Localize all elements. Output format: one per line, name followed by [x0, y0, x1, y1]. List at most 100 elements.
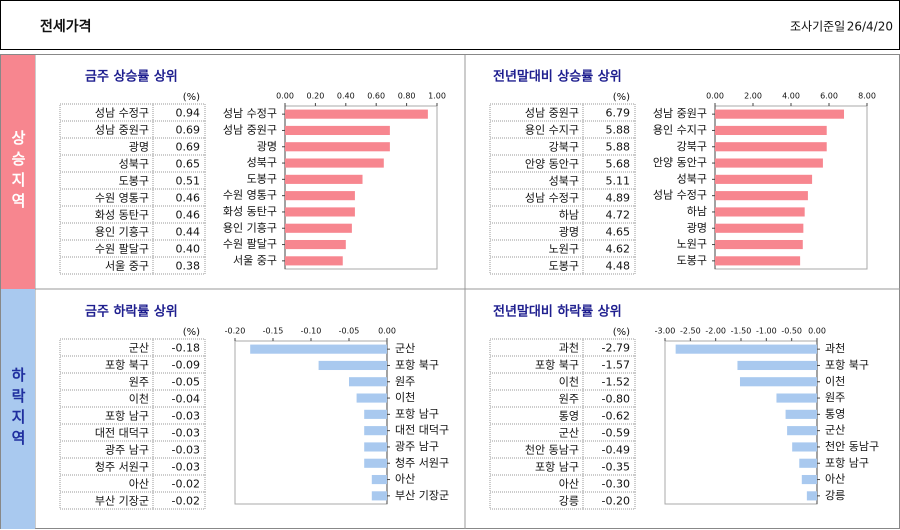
table-name: 군산: [129, 342, 149, 355]
category-label: 성북구: [677, 172, 707, 185]
table-name: 광명: [559, 226, 579, 239]
bar: [285, 142, 390, 152]
bar: [285, 191, 355, 201]
table-value: -0.03: [172, 444, 200, 457]
category-label: 청주 서원구: [395, 456, 449, 469]
table-name: 광명: [129, 141, 149, 154]
category-label: 광명: [257, 140, 277, 153]
table-name: 이천: [129, 392, 149, 406]
table-name: 청주 서원구: [95, 461, 149, 474]
bar: [318, 360, 387, 371]
table-cell: [59, 256, 154, 275]
bar: [285, 109, 428, 119]
section-strip: [1, 55, 35, 289]
x-tick-label: 0.60: [367, 92, 385, 101]
table-value: -0.03: [172, 410, 200, 423]
bar: [785, 409, 817, 419]
x-tick-label: -0.20: [225, 327, 246, 336]
table-value: -0.18: [172, 342, 200, 355]
section-label: 상승지역: [9, 130, 27, 214]
category-label: 포항 북구: [395, 358, 439, 371]
table-value: 0.69: [176, 124, 201, 137]
table-name: 포항 북구: [105, 359, 149, 372]
table-value: 5.88: [606, 141, 631, 154]
bar: [285, 223, 352, 233]
table-cell: [582, 491, 636, 510]
table-value: -0.05: [172, 376, 200, 389]
x-tick-label: -3.00: [655, 327, 676, 336]
x-tick-label: -1.50: [731, 327, 752, 336]
x-tick-label: -2.50: [680, 327, 701, 336]
category-label: 광명: [687, 221, 707, 234]
bar: [285, 174, 363, 184]
bar: [349, 377, 387, 387]
x-tick-label: 0.00: [808, 327, 826, 336]
table-value: -1.52: [602, 376, 630, 389]
category-label: 성남 수정구: [223, 107, 277, 120]
table-cell: [582, 256, 636, 275]
table-name: 포항 북구: [535, 359, 579, 372]
table-value: 0.69: [176, 141, 201, 154]
table-name: 하남: [559, 208, 579, 222]
table-value: 0.65: [176, 158, 201, 171]
category-label: 용인 수지구: [653, 123, 707, 136]
x-tick-label: -0.05: [339, 327, 360, 336]
category-label: 대전 대덕구: [395, 424, 449, 437]
table-cell: [152, 491, 206, 510]
table-cell: [59, 491, 154, 510]
category-label: 화성 동탄구: [223, 205, 277, 218]
table-value: -0.02: [172, 478, 200, 491]
category-label: 과천: [825, 341, 845, 355]
table-value: 0.44: [176, 226, 201, 239]
table-value: -0.03: [172, 427, 200, 440]
table-name: 성남 중원구: [95, 124, 149, 137]
bar: [715, 109, 845, 119]
table-name: 성남 수정구: [95, 107, 149, 120]
bar: [715, 256, 801, 266]
table-cell: [152, 256, 206, 275]
category-label: 포항 남구: [395, 407, 439, 420]
table-name: 화성 동탄구: [95, 209, 149, 222]
section-label: 하락지역: [9, 367, 27, 451]
bar: [371, 474, 387, 485]
category-label: 도봉구: [247, 172, 277, 185]
table-name: 용인 기흥구: [95, 225, 149, 239]
table-value: 4.72: [606, 209, 631, 222]
unit: (%): [183, 327, 200, 338]
table-name: 원주: [129, 376, 149, 389]
category-label: 이천: [395, 390, 415, 404]
date: 26/4/20: [847, 20, 893, 34]
bar: [715, 223, 804, 233]
panel-title: 전년말대비 하락률 상위: [493, 304, 622, 320]
bar: [715, 142, 827, 152]
bar: [739, 377, 817, 387]
table-name: 성남 수정구: [525, 192, 579, 205]
category-label: 원주: [395, 375, 415, 388]
bar: [285, 125, 390, 136]
category-label: 군산: [825, 424, 845, 437]
table-value: 4.89: [606, 192, 631, 205]
table-name: 아산: [129, 478, 149, 491]
table-value: -0.09: [172, 359, 200, 372]
panel-title: 전년말대비 상승률 상위: [493, 69, 622, 85]
table-name: 대전 대덕구: [95, 427, 149, 440]
table-value: -0.02: [172, 495, 200, 508]
category-label: 포항 북구: [825, 358, 869, 371]
category-label: 성남 중원구: [223, 123, 277, 136]
table-name: 포항 남구: [535, 461, 579, 474]
category-label: 부산 기장군: [395, 489, 449, 502]
bar: [799, 458, 817, 468]
bar: [364, 458, 387, 468]
category-label: 강북구: [677, 140, 707, 153]
table-value: 4.65: [606, 226, 631, 239]
bar: [675, 344, 817, 354]
table-value: 5.68: [606, 158, 631, 171]
table-name: 광주 남구: [105, 444, 149, 457]
x-tick-label: 0.00: [378, 327, 396, 336]
table-value: 0.46: [176, 192, 201, 205]
bar: [371, 491, 387, 501]
category-label: 노원구: [677, 238, 707, 251]
table-name: 성북구: [119, 158, 149, 171]
category-label: 광주 남구: [395, 440, 439, 453]
table-name: 강릉: [559, 495, 579, 508]
